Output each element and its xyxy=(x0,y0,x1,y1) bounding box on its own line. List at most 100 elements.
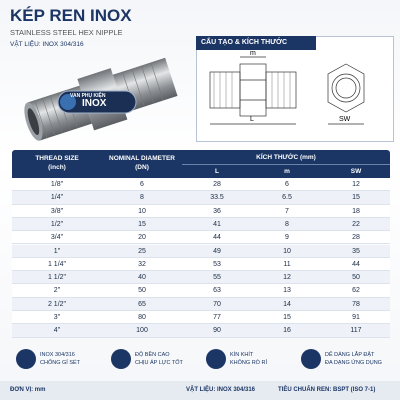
header-thread-unit: (inch) xyxy=(48,164,66,171)
table-cell: 20 xyxy=(138,234,146,242)
table-cell: 16 xyxy=(283,327,291,335)
subheader: L xyxy=(215,168,219,175)
table-cell: 7 xyxy=(285,207,289,215)
table-cell: 35 xyxy=(352,247,360,255)
logo-top: VAN PHỤ KIỆN xyxy=(70,93,106,99)
table-cell: 8 xyxy=(285,220,289,228)
table-cell: 13 xyxy=(283,287,291,295)
table-cell: 6 xyxy=(140,181,144,188)
table-cell: 90 xyxy=(213,327,221,335)
table-row xyxy=(12,271,390,285)
features: INOX 304/316 CHỐNG GỈ SÉT ĐỘ BỀN CAO CHỊU Á… xyxy=(12,343,390,379)
table-cell: 117 xyxy=(350,327,362,335)
table-cell: 3" xyxy=(53,314,61,321)
table-cell: 9 xyxy=(285,234,289,242)
table-cell: 100 xyxy=(136,327,148,335)
header-size: KÍCH THƯỚC (mm) xyxy=(256,154,316,161)
feature-text: KÍN KHÍT xyxy=(230,352,254,358)
table-cell: 3/8" xyxy=(50,207,64,215)
header-dn-unit: (DN) xyxy=(135,164,149,171)
diagram-title: CẤU TẠO & KÍCH THƯỚC xyxy=(201,39,288,46)
material: VẬT LIỆU: INOX 304/316 xyxy=(10,41,84,48)
table-cell: 50 xyxy=(138,287,146,295)
table-cell: 2" xyxy=(53,287,61,295)
table-cell: 80 xyxy=(138,314,146,321)
table-cell: 33.5 xyxy=(210,194,224,202)
table-cell: 1/8" xyxy=(50,181,64,188)
table-cell: 11 xyxy=(283,260,291,268)
table-cell: 8 xyxy=(140,194,144,202)
feature-text: KHÔNG RÒ RỈ xyxy=(230,360,267,366)
table-cell: 1" xyxy=(53,247,61,255)
table-cell: 3/4" xyxy=(50,234,64,242)
table-cell: 15 xyxy=(283,314,291,321)
table-cell: 70 xyxy=(213,300,221,308)
table-row xyxy=(12,191,390,205)
table-cell: 40 xyxy=(138,274,146,282)
table-cell: 10 xyxy=(283,247,291,255)
feature-icon xyxy=(206,349,226,369)
table-cell: 15 xyxy=(352,194,360,202)
table-cell: 6 xyxy=(285,181,289,188)
subheader: SW xyxy=(350,168,362,175)
table-cell: 18 xyxy=(352,207,360,215)
feature-icon xyxy=(16,349,36,369)
table-row xyxy=(12,284,390,298)
subtitle: STAINLESS STEEL HEX NIPPLE xyxy=(10,28,123,37)
table-cell: 1 1/4" xyxy=(47,260,67,268)
table-row xyxy=(12,297,390,311)
table-cell: 44 xyxy=(213,234,221,242)
table-cell: 28 xyxy=(213,181,221,188)
table-row xyxy=(12,204,390,218)
table-cell: 53 xyxy=(213,260,221,268)
table-cell: 32 xyxy=(138,260,146,268)
table-row xyxy=(12,311,390,325)
table-cell: 78 xyxy=(352,300,360,308)
table-cell: 15 xyxy=(138,220,146,228)
feature-text: CHỊU ÁP LỰC TỐT xyxy=(135,360,183,366)
header-dn: NOMINAL DIAMETER xyxy=(109,155,175,162)
table-cell: 36 xyxy=(213,207,221,215)
table-cell: 28 xyxy=(352,234,360,242)
table-cell: 1/2" xyxy=(50,220,64,228)
table-cell: 41 xyxy=(213,220,221,228)
table-row xyxy=(12,217,390,232)
product-image xyxy=(24,57,178,141)
table-cell: 91 xyxy=(352,314,360,321)
table-cell: 6.5 xyxy=(282,194,292,202)
feature-text: INOX 304/316 xyxy=(40,352,75,358)
header-thread: THREAD SIZE xyxy=(35,155,79,162)
table-cell: 63 xyxy=(213,287,221,295)
table-row xyxy=(12,244,390,258)
table-cell: 1 1/2" xyxy=(47,274,67,282)
subheader: m xyxy=(284,168,290,175)
table-cell: 12 xyxy=(283,274,291,282)
diagram-header xyxy=(196,36,316,50)
table-cell: 2 1/2" xyxy=(47,300,67,308)
table-cell: 65 xyxy=(138,300,146,308)
footer-material: VẬT LIỆU: INOX 304/316 xyxy=(186,387,256,393)
table-cell: 62 xyxy=(352,287,360,295)
table-row xyxy=(12,231,390,245)
feature-text: DỄ DÀNG LẮP ĐẶT xyxy=(325,352,375,358)
feature-text: ĐA DẠNG ỨNG DỤNG xyxy=(325,360,382,366)
logo-bottom: INOX xyxy=(82,98,107,109)
table-cell: 4" xyxy=(53,327,61,335)
title: KÉP REN INOX xyxy=(10,6,132,25)
footer-unit: ĐƠN VỊ: mm xyxy=(10,387,46,393)
dim-l: L xyxy=(250,116,254,123)
header-divider xyxy=(182,164,390,165)
diagram xyxy=(209,56,365,125)
feature-icon xyxy=(111,349,131,369)
feature-text: ĐỘ BỀN CAO xyxy=(135,352,170,358)
dim-m: m xyxy=(250,50,256,57)
table-cell: 25 xyxy=(138,247,146,255)
table-cell: 14 xyxy=(283,300,291,308)
table-row xyxy=(12,257,390,272)
spec-table: THREAD SIZE (inch) NOMINAL DIAMETER (DN) KÍC… xyxy=(12,150,390,338)
footer-bar xyxy=(0,381,400,400)
table-cell: 77 xyxy=(213,314,221,321)
table-cell: 44 xyxy=(352,260,360,268)
table-row xyxy=(12,178,390,192)
